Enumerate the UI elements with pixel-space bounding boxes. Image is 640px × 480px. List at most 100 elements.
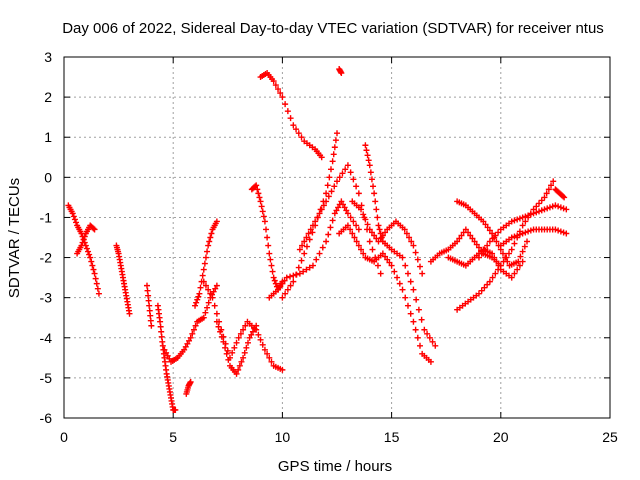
data-point-interp [233, 339, 240, 346]
data-point-interp [202, 282, 209, 289]
data-point-interp [333, 207, 340, 214]
data-point-interp [204, 304, 211, 311]
data-point-interp [499, 250, 506, 257]
data-point [519, 222, 526, 229]
data-point-interp [298, 134, 305, 141]
data-point [508, 246, 515, 253]
data-point-interp [264, 350, 271, 357]
series-arc23 [454, 178, 557, 313]
data-point-interp [522, 213, 529, 220]
data-point-interp [402, 262, 409, 269]
x-tick-label: 25 [602, 429, 618, 445]
data-point-interp [306, 236, 313, 243]
data-point [375, 222, 382, 229]
data-point-interp [386, 259, 393, 266]
data-point [475, 290, 482, 297]
data-point-interp [272, 280, 279, 287]
data-point-interp [360, 250, 367, 257]
data-point-interp [205, 286, 212, 293]
data-point-interp [93, 280, 100, 287]
data-point-interp [223, 350, 230, 357]
x-tick-label: 15 [384, 429, 400, 445]
data-point-interp [243, 344, 250, 351]
data-point-interp [252, 183, 259, 190]
data-point [200, 314, 207, 321]
data-point [181, 346, 188, 353]
data-point [233, 370, 240, 377]
data-point-interp [217, 328, 224, 335]
data-point [410, 318, 417, 325]
data-point-interp [418, 316, 425, 323]
y-tick-label: 1 [44, 129, 52, 145]
data-point-interp [298, 257, 305, 264]
data-point-interp [505, 250, 512, 257]
data-point-interp [527, 211, 534, 218]
data-point-interp [88, 258, 95, 265]
data-point-interp [201, 260, 208, 267]
series-arc6 [183, 378, 194, 397]
data-point-interp [486, 227, 493, 234]
data-point-interp [225, 356, 232, 363]
data-point-interp [458, 232, 465, 239]
data-point [371, 190, 378, 197]
data-point-interp [536, 208, 543, 215]
data-point [290, 278, 297, 285]
data-point-interp [353, 222, 360, 229]
data-point-interp [312, 218, 319, 225]
data-point [213, 218, 220, 225]
data-point [489, 250, 496, 257]
data-point [515, 258, 522, 265]
data-point [213, 318, 220, 325]
data-point [377, 270, 384, 277]
data-point-interp [527, 227, 534, 234]
data-point [126, 310, 133, 317]
data-point-interp [164, 352, 171, 359]
data-point-interp [370, 183, 377, 190]
data-point [69, 210, 76, 217]
data-point-interp [90, 225, 97, 232]
data-point-interp [245, 339, 252, 346]
data-point-interp [329, 217, 336, 224]
data-point [187, 378, 194, 385]
data-point-interp [264, 234, 271, 241]
data-point-interp [70, 213, 77, 220]
data-point [331, 210, 338, 217]
data-point-interp [79, 239, 86, 246]
data-point [91, 270, 98, 277]
data-point-interp [326, 174, 333, 181]
data-point-interp [467, 232, 474, 239]
data-point-interp [184, 340, 191, 347]
data-point-interp [208, 230, 215, 237]
series-arc7 [161, 282, 220, 365]
data-point-interp [307, 226, 314, 233]
data-point-interp [330, 151, 337, 158]
data-point-interp [521, 243, 528, 250]
data-point-interp [279, 280, 286, 287]
data-point-interp [259, 208, 266, 215]
data-point [366, 226, 373, 233]
data-point [462, 226, 469, 233]
y-tick-label: -5 [40, 370, 53, 386]
data-point-interp [256, 194, 263, 201]
data-point-interp [363, 147, 370, 154]
data-point [508, 234, 515, 241]
data-point-interp [89, 262, 96, 269]
data-point-interp [495, 266, 502, 273]
data-point-interp [493, 258, 500, 265]
data-point-interp [538, 207, 545, 214]
series-arc14 [266, 198, 362, 301]
data-point-interp [290, 272, 297, 279]
data-point-interp [514, 266, 521, 273]
data-point-interp [251, 325, 258, 332]
data-point-interp [332, 137, 339, 144]
y-axis-label: SDTVAR / TECUs [6, 178, 23, 298]
data-point-interp [231, 344, 238, 351]
data-point [266, 250, 273, 257]
series-arc10 [213, 318, 260, 377]
data-point-interp [475, 244, 482, 251]
data-point [257, 198, 264, 205]
data-point-interp [166, 355, 173, 362]
data-point-interp [309, 222, 316, 229]
data-point-interp [268, 358, 275, 365]
